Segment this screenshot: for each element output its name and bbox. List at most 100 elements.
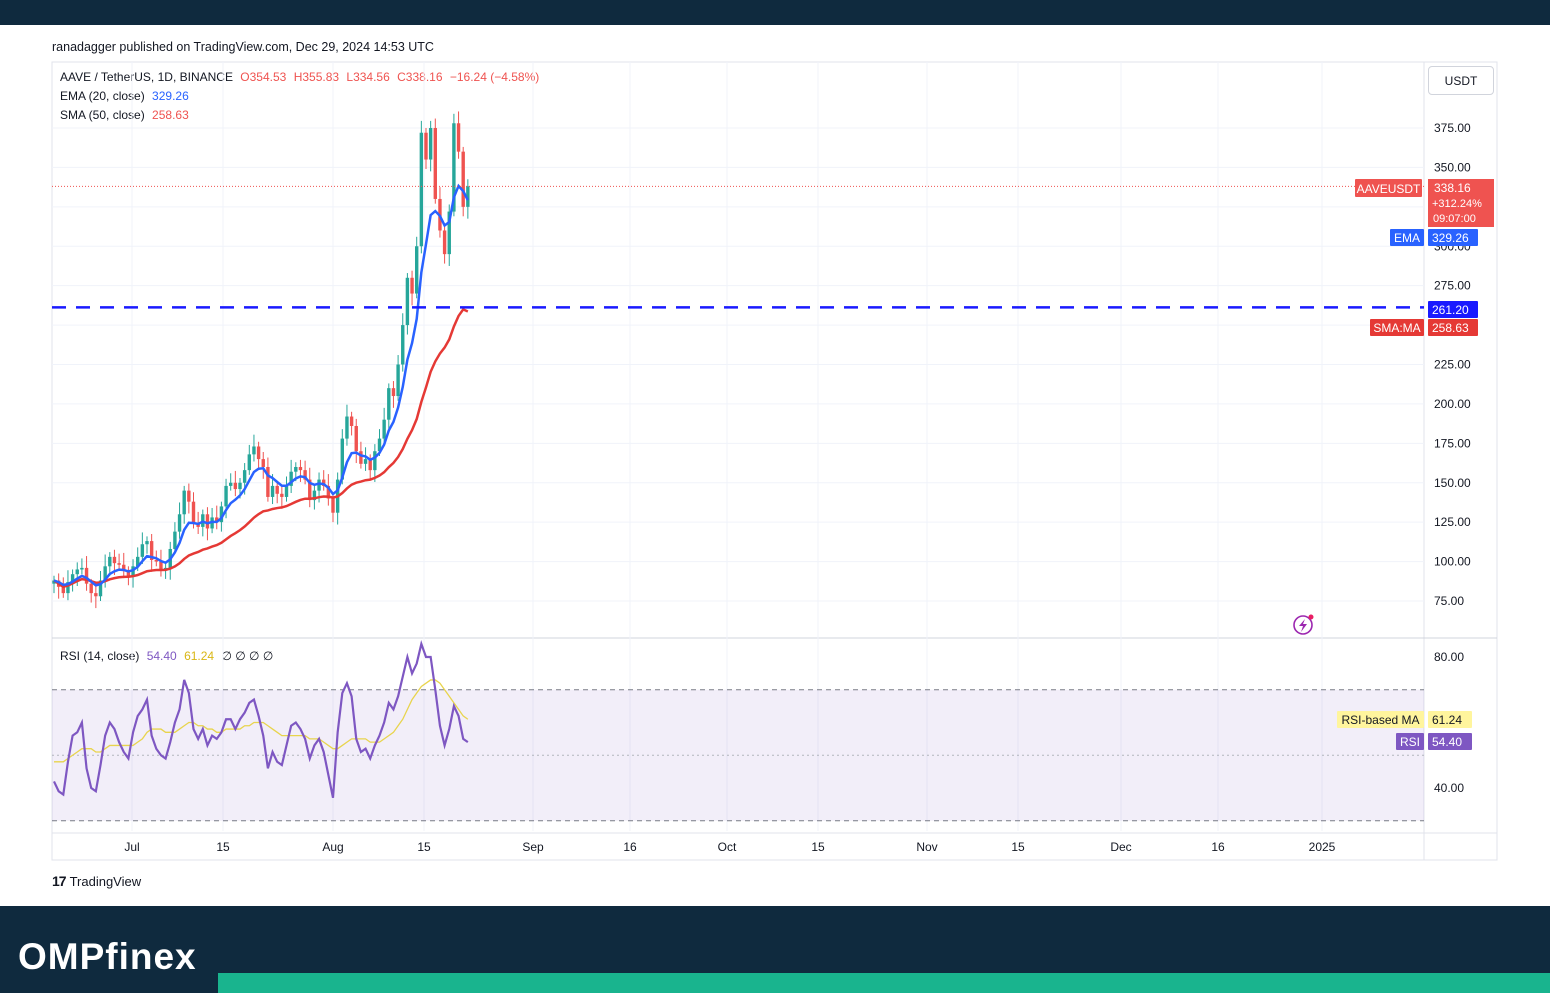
candle-body	[122, 564, 126, 572]
candle-body	[419, 132, 424, 247]
price-tick-label: 350.00	[1434, 160, 1471, 174]
rsi-ma-tag-bg	[1337, 711, 1424, 728]
sma-label: SMA (50, close)	[60, 108, 145, 122]
price-tick-label: 225.00	[1434, 358, 1471, 372]
time-tick-label: Sep	[522, 840, 544, 854]
candle-body	[61, 586, 65, 594]
ema-tag-bg	[1390, 229, 1424, 246]
candle-body	[368, 459, 372, 471]
price-tick-label: 175.00	[1434, 436, 1471, 450]
candle-body	[359, 451, 363, 464]
candle-body	[298, 466, 303, 471]
candle-body	[363, 459, 368, 464]
candle-body	[112, 556, 117, 564]
publisher-line: ranadagger published on TradingView.com,…	[52, 40, 434, 54]
candle-body	[187, 490, 191, 502]
rsi-tag-bg	[1396, 733, 1424, 750]
rsi-legend-value: 54.40	[146, 649, 177, 663]
candle-body	[410, 277, 414, 294]
price-tick-label: 200.00	[1434, 397, 1471, 411]
ema-price-tag: 329.26	[1432, 231, 1469, 245]
candle-body	[447, 211, 451, 255]
rsi-legend[interactable]: RSI (14, close) 54.40 61.24 ∅ ∅ ∅ ∅	[60, 649, 277, 663]
candle-body	[456, 123, 461, 152]
candle-body	[354, 425, 358, 452]
time-tick-label: 15	[417, 840, 431, 854]
candle-body	[149, 541, 154, 561]
candle-body	[331, 498, 335, 513]
support-price-tag: 261.20	[1432, 303, 1469, 317]
candle-body	[261, 459, 265, 467]
candle-body	[284, 485, 289, 497]
candle-body	[322, 479, 326, 486]
change-value: −16.24 (−4.58%)	[449, 70, 540, 84]
brand-logo: OMPfinex	[18, 936, 197, 977]
candle-body	[80, 567, 84, 570]
candle-body	[312, 490, 317, 501]
candle-body	[219, 506, 224, 523]
candle-body	[433, 128, 437, 199]
candle-body	[466, 186, 470, 207]
last-price-tag-bg	[1428, 179, 1494, 227]
candle-body	[461, 151, 465, 207]
time-tick-label: Nov	[916, 840, 937, 854]
candle-body	[280, 493, 284, 497]
symbol-tag: AAVEUSDT	[1357, 182, 1421, 196]
rsi-label: RSI (14, close)	[60, 649, 140, 663]
rsi-tick-label: 80.00	[1434, 650, 1464, 664]
candle-body	[52, 580, 56, 584]
candle-body	[373, 451, 377, 471]
top-banner	[0, 0, 1550, 25]
candle-body	[270, 485, 275, 497]
sma-price-tag-bg	[1428, 319, 1478, 336]
currency-button[interactable]: USDT	[1428, 66, 1494, 95]
candle-body	[94, 593, 98, 597]
time-tick-label: 16	[623, 840, 637, 854]
candle-body	[289, 471, 293, 486]
chart-frame	[51, 61, 1498, 861]
alert-icon	[1293, 615, 1313, 635]
low-value: L334.56	[346, 70, 390, 84]
rsi-ma-price-tag-bg	[1428, 711, 1472, 728]
price-tick-label: 275.00	[1434, 279, 1471, 293]
candle-body	[233, 482, 238, 490]
candle-body	[377, 438, 382, 452]
candle-body	[415, 246, 419, 294]
ema-label: EMA (20, close)	[60, 89, 145, 103]
time-tick-label: 2025	[1309, 840, 1336, 854]
candle-body	[405, 277, 410, 326]
candle-body	[191, 501, 196, 524]
candle-body	[266, 466, 270, 497]
candle-body	[145, 541, 149, 545]
candle-body	[238, 482, 242, 490]
candle-body	[224, 485, 228, 507]
sma-legend[interactable]: SMA (50, close) 258.63	[60, 108, 193, 122]
symbol-legend: AAVE / TetherUS, 1D, BINANCE O354.53 H35…	[60, 70, 543, 84]
candle-body	[387, 388, 391, 420]
candle-body	[349, 416, 354, 426]
candle-body	[196, 523, 200, 527]
sma-tag: SMA:MA	[1373, 321, 1420, 335]
time-tick-label: 16	[1211, 840, 1225, 854]
candle-body	[442, 230, 447, 255]
candle-body	[159, 561, 163, 570]
candle-body	[340, 438, 344, 480]
price-tick-label: 75.00	[1434, 594, 1464, 608]
candle-body	[294, 466, 298, 472]
sma-legend-value: 258.63	[152, 108, 189, 122]
rsi-tag: RSI	[1400, 735, 1420, 749]
ema-tag: EMA	[1394, 231, 1420, 245]
candle-body	[308, 479, 312, 501]
candle-body	[103, 566, 107, 581]
last-price-value: 338.16	[1434, 181, 1471, 195]
tradingview-logo[interactable]: 17 TradingView	[52, 873, 141, 889]
ema-legend[interactable]: EMA (20, close) 329.26	[60, 89, 193, 103]
candle-body	[452, 123, 456, 212]
candle-body	[396, 364, 400, 397]
sma-tag-bg	[1370, 319, 1424, 336]
high-value: H355.83	[293, 70, 340, 84]
rsi-ma-legend-value: 61.24	[184, 649, 215, 663]
candle-body	[391, 388, 396, 397]
candle-body	[140, 544, 145, 557]
